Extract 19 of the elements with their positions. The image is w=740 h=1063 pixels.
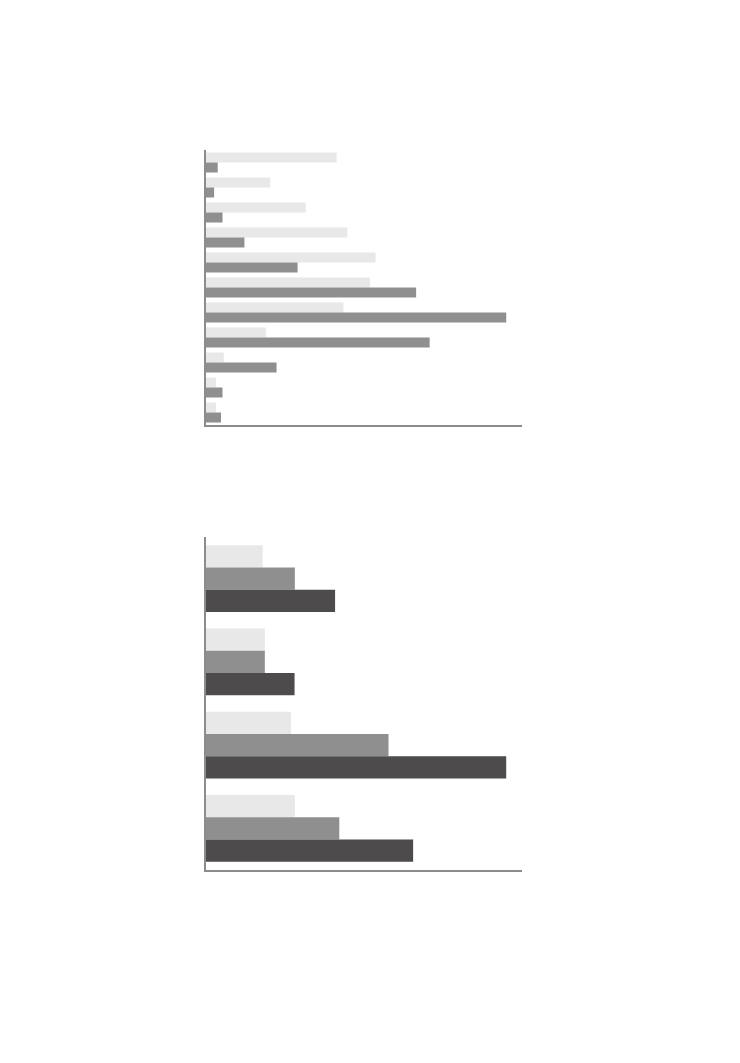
bar [206, 302, 344, 313]
bar [206, 277, 370, 288]
bar [206, 227, 348, 238]
bar [206, 589, 336, 612]
bar [206, 377, 216, 388]
bar [206, 202, 306, 213]
bar [206, 177, 271, 188]
bar [206, 152, 337, 163]
bar [206, 352, 224, 363]
bar [206, 839, 414, 862]
bar [206, 795, 295, 818]
bar [206, 628, 265, 651]
bar [206, 252, 376, 263]
bar [206, 327, 266, 338]
bar [206, 672, 295, 696]
bar [206, 756, 507, 779]
bar [206, 545, 263, 568]
bar [206, 402, 216, 413]
bar [206, 711, 291, 735]
